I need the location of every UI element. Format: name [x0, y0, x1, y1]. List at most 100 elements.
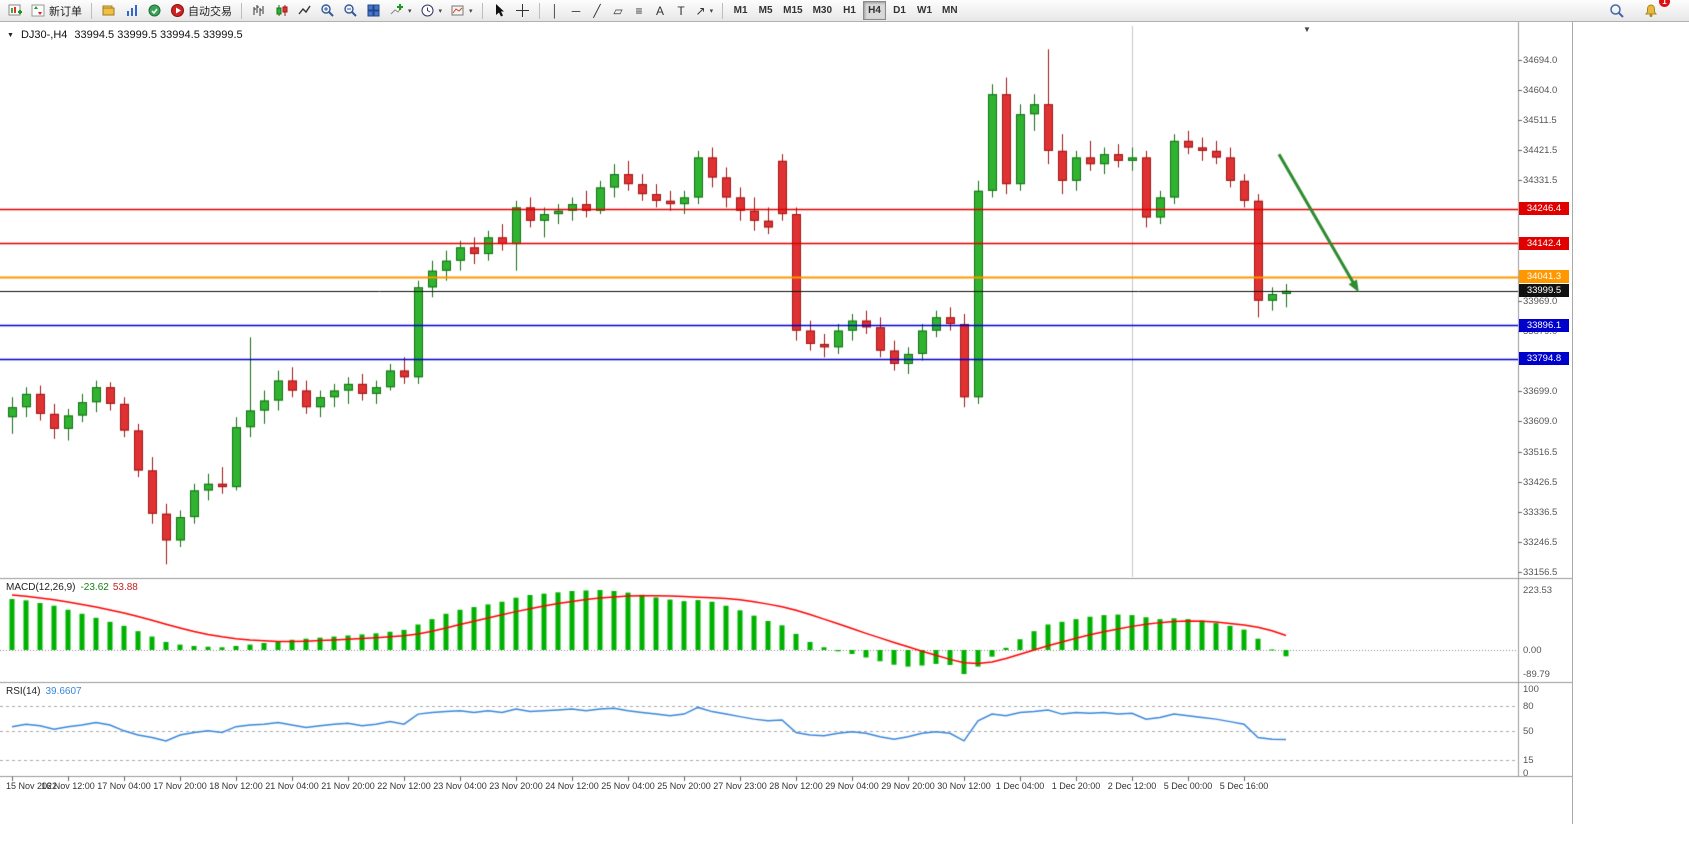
timeframe-button-d1[interactable]: D1 [888, 1, 911, 20]
level-price-badge: 34246.4 [1519, 202, 1569, 216]
fibonacci-button[interactable]: ≡ [629, 1, 650, 20]
text-tool-icon: A [656, 3, 665, 18]
crosshair-button[interactable] [511, 1, 534, 20]
caret-down-icon: ▾ [709, 7, 714, 15]
toolbar-separator [481, 2, 483, 19]
time-axis-label: 30 Nov 12:00 [937, 781, 991, 791]
caret-down-icon: ▾ [438, 7, 443, 15]
profiles-icon [102, 5, 115, 16]
rsi-axis-label: 50 [1523, 725, 1534, 737]
timeframe-button-h1[interactable]: H1 [838, 1, 861, 20]
periods-button[interactable]: ▾ [416, 1, 447, 20]
bar-chart-icon [253, 5, 264, 16]
price-axis-label: 33699.0 [1523, 385, 1558, 397]
cursor-button[interactable] [488, 1, 511, 20]
time-axis-label: 24 Nov 12:00 [545, 781, 599, 791]
level-price-badge: 33896.1 [1519, 318, 1569, 332]
time-axis-label: 17 Nov 04:00 [97, 781, 151, 791]
data-window-icon [148, 4, 161, 17]
level-price-badge: 33794.8 [1519, 352, 1569, 366]
level-price-badge: 34041.3 [1519, 270, 1569, 284]
bell-icon [1645, 3, 1657, 17]
channel-button[interactable]: ▱ [608, 1, 629, 20]
price-axis-label: 34511.5 [1523, 115, 1557, 127]
trendline-button[interactable]: ╱ [587, 1, 608, 20]
market-watch-icon [127, 5, 137, 16]
search-icon [1610, 3, 1624, 18]
caret-down-icon: ▾ [469, 7, 473, 15]
time-axis-label: 18 Nov 12:00 [209, 781, 263, 791]
price-chart-canvas[interactable] [0, 22, 1572, 822]
vertical-line-button[interactable]: │ [545, 1, 566, 20]
trendline-icon: ╱ [593, 3, 601, 18]
tile-windows-button[interactable] [362, 1, 385, 20]
caret-down-icon: ▾ [408, 7, 412, 15]
price-axis-label: 33426.5 [1523, 476, 1558, 488]
price-axis-label: 34331.5 [1523, 175, 1558, 187]
candlestick-chart-button[interactable] [270, 1, 293, 20]
time-axis-label: 23 Nov 04:00 [433, 781, 487, 791]
chart-shift-marker-icon[interactable]: ▼ [1303, 25, 1311, 34]
timeframe-button-m5[interactable]: M5 [754, 1, 777, 20]
bar-chart-button[interactable] [247, 1, 270, 20]
new-order-button[interactable]: 新订单 [27, 1, 86, 20]
time-axis-label: 21 Nov 04:00 [265, 781, 319, 791]
time-axis-label: 16 Nov 12:00 [41, 781, 95, 791]
rsi-axis-label: 100 [1523, 684, 1539, 696]
macd-axis-label: -89.79 [1523, 669, 1550, 681]
timeframe-button-m30[interactable]: M30 [809, 1, 836, 20]
timeframe-button-mn[interactable]: MN [938, 1, 962, 20]
time-axis-label: 15 Nov 2022 [6, 781, 58, 791]
search-button[interactable] [1605, 1, 1629, 20]
time-axis-label: 1 Dec 04:00 [995, 781, 1045, 791]
toolbar-separator [538, 2, 540, 19]
notification-badge[interactable]: 1 [1659, 0, 1670, 7]
toolbar-separator [722, 2, 724, 19]
current-price-badge: 33999.5 [1519, 284, 1569, 298]
templates-button[interactable]: ▾ [446, 1, 477, 20]
timeframe-button-m1[interactable]: M1 [729, 1, 752, 20]
profiles-button[interactable] [97, 1, 120, 20]
zoom-in-icon [321, 4, 334, 17]
rsi-indicator-label: RSI(14) 39.6607 [6, 686, 82, 697]
channel-icon: ▱ [613, 3, 623, 18]
zoom-in-button[interactable] [316, 1, 339, 20]
time-axis-label: 5 Dec 16:00 [1219, 781, 1269, 791]
autotrade-icon [171, 4, 184, 17]
time-axis-label: 5 Dec 00:00 [1163, 781, 1213, 791]
timeframe-button-w1[interactable]: W1 [913, 1, 936, 20]
chart-ohlc-values: 33994.5 33999.5 33994.5 33999.5 [74, 29, 243, 41]
toolbar-right-group: 1 [1605, 0, 1685, 20]
time-axis-label: 25 Nov 20:00 [657, 781, 711, 791]
text-tool-button[interactable]: A [650, 1, 671, 20]
rsi-name: RSI(14) [6, 686, 41, 697]
timeframe-button-m15[interactable]: M15 [779, 1, 806, 20]
line-chart-button[interactable] [293, 1, 316, 20]
time-axis-label: 29 Nov 04:00 [825, 781, 879, 791]
label-tool-button[interactable]: T [671, 1, 692, 20]
line-chart-icon [298, 5, 311, 15]
market-watch-button[interactable] [120, 1, 143, 20]
timeframe-button-h4[interactable]: H4 [863, 1, 887, 20]
price-axis-label: 34604.0 [1523, 84, 1558, 96]
crosshair-icon [515, 4, 529, 17]
indicators-button[interactable]: ▾ [385, 1, 416, 20]
horizontal-line-button[interactable]: ─ [566, 1, 587, 20]
chart-menu-icon[interactable]: ▼ [7, 31, 14, 39]
autotrade-button[interactable]: 自动交易 [166, 1, 236, 20]
price-axis-label: 34421.5 [1523, 145, 1558, 157]
zoom-out-button[interactable] [339, 1, 362, 20]
arrows-tool-button[interactable]: ↗ ▾ [692, 1, 718, 20]
time-axis-label: 22 Nov 12:00 [377, 781, 431, 791]
chart-window: ▼ DJ30-,H4 33994.5 33999.5 33994.5 33999… [0, 22, 1573, 824]
notifications-button[interactable] [1639, 1, 1663, 20]
rsi-axis-label: 80 [1523, 700, 1534, 712]
horizontal-line-icon: ─ [571, 3, 581, 18]
new-chart-icon [8, 4, 22, 16]
new-chart-button[interactable] [4, 1, 27, 20]
fibonacci-icon: ≡ [635, 3, 643, 18]
data-window-button[interactable] [143, 1, 166, 20]
indicators-icon [390, 4, 403, 15]
time-axis-label: 29 Nov 20:00 [881, 781, 935, 791]
label-tool-icon: T [677, 3, 685, 18]
